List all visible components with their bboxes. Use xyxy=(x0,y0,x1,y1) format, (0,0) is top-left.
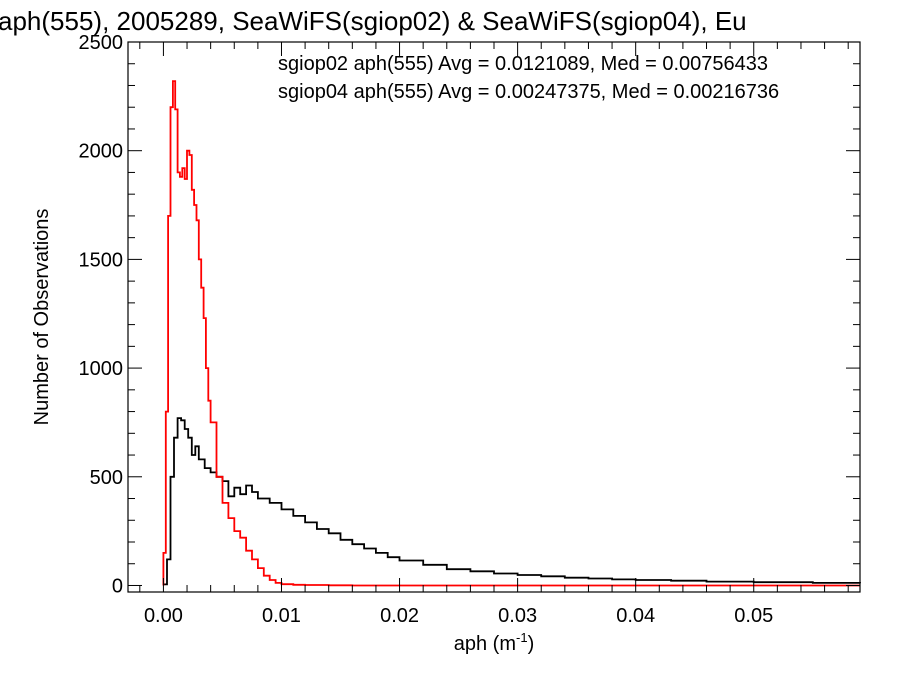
y-tick-label: 0 xyxy=(112,575,123,597)
x-tick-label: 0.03 xyxy=(498,605,537,627)
chart-title: aph(555), 2005289, SeaWiFS(sgiop02) & Se… xyxy=(0,6,747,36)
series-line-1 xyxy=(162,80,860,587)
x-tick-label: 0.02 xyxy=(380,605,419,627)
x-axis-label-close: ) xyxy=(528,633,535,655)
ticks-layer: 0.00 0.01 0.02 0.03 0.04 0.05 0 500 1000 1500 2000… xyxy=(79,32,860,627)
x-tick-label: 0.05 xyxy=(734,605,773,627)
y-tick-label: 1500 xyxy=(79,249,124,271)
x-tick-label: 0.00 xyxy=(144,605,183,627)
legend-entry-sgiop04: sgiop04 aph(555) Avg = 0.00247375, Med =… xyxy=(278,81,779,103)
series-line-0 xyxy=(162,417,861,586)
plot-frame xyxy=(127,41,861,593)
x-tick-label: 0.04 xyxy=(616,605,655,627)
series-layer xyxy=(162,80,861,587)
legend-entry-sgiop02: sgiop02 aph(555) Avg = 0.0121089, Med = … xyxy=(278,53,768,75)
y-tick-label: 2500 xyxy=(79,32,124,54)
y-tick-label: 2000 xyxy=(79,141,124,163)
y-tick-label: 500 xyxy=(90,467,123,489)
y-tick-label: 1000 xyxy=(79,358,124,380)
x-axis-label: aph (m-1) xyxy=(454,630,534,655)
y-axis-label: Number of Observations xyxy=(31,209,53,426)
x-axis-label-exponent: -1 xyxy=(516,630,528,645)
x-tick-label: 0.01 xyxy=(262,605,301,627)
x-axis-label-base: aph (m xyxy=(454,633,516,655)
